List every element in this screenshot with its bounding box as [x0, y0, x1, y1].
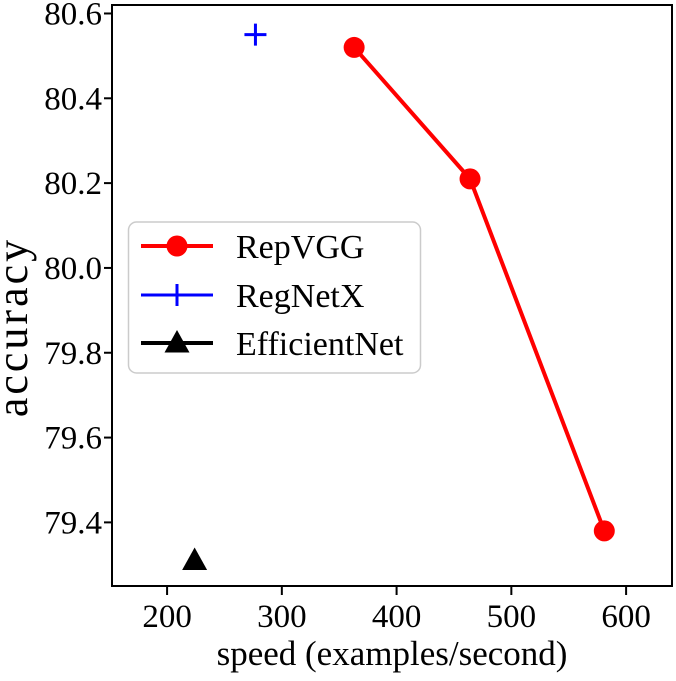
regnetx-series: [244, 23, 267, 46]
legend-label-regnetx: RegNetX: [236, 278, 364, 315]
legend-regnetx-plus-marker: [166, 284, 188, 306]
repvgg-series: [343, 36, 615, 542]
repvgg-circle-marker: [343, 36, 365, 58]
y-tick-label: 79.8: [44, 336, 102, 372]
y-tick-label: 80.2: [44, 166, 102, 202]
x-tick-label: 300: [257, 599, 307, 635]
x-axis-label: speed (examples/second): [217, 634, 568, 673]
legend-entry-efficientnet: EfficientNet: [141, 326, 404, 363]
repvgg-circle-marker: [459, 168, 481, 190]
legend-box: [127, 221, 422, 374]
efficientnet-triangle-marker: [182, 547, 208, 571]
x-tick-label: 400: [372, 599, 422, 635]
y-tick-label: 79.4: [44, 505, 102, 541]
legend-entry-repvgg: RepVGG: [141, 229, 364, 266]
efficientnet-series: [182, 547, 208, 571]
y-axis-label: accuracy: [0, 237, 37, 417]
data-layer: [182, 23, 615, 571]
legend-layer: RepVGG RegNetX EfficientNet: [127, 221, 422, 374]
legend-entry-regnetx: RegNetX: [141, 278, 364, 315]
y-tick-label: 80.6: [44, 0, 102, 32]
plot-border: [111, 4, 673, 587]
y-tick-label: 79.6: [44, 421, 102, 457]
axes-layer: 200 300 400 500 600 79.4 79.6 79.8 80.0 80.2 80.4 8…: [44, 0, 673, 635]
repvgg-circle-marker: [593, 520, 615, 542]
y-tick-label: 80.0: [44, 251, 102, 287]
legend-label-efficientnet: EfficientNet: [236, 326, 404, 363]
x-tick-label: 200: [142, 599, 192, 635]
y-tick-label: 80.4: [44, 81, 102, 117]
regnetx-plus-marker: [244, 23, 267, 46]
legend-efficientnet-triangle-marker: [164, 330, 190, 353]
x-tick-label: 500: [487, 599, 537, 635]
legend-label-repvgg: RepVGG: [236, 229, 364, 266]
x-tick-label: 600: [601, 599, 651, 635]
legend-repvgg-circle-marker: [166, 235, 188, 257]
